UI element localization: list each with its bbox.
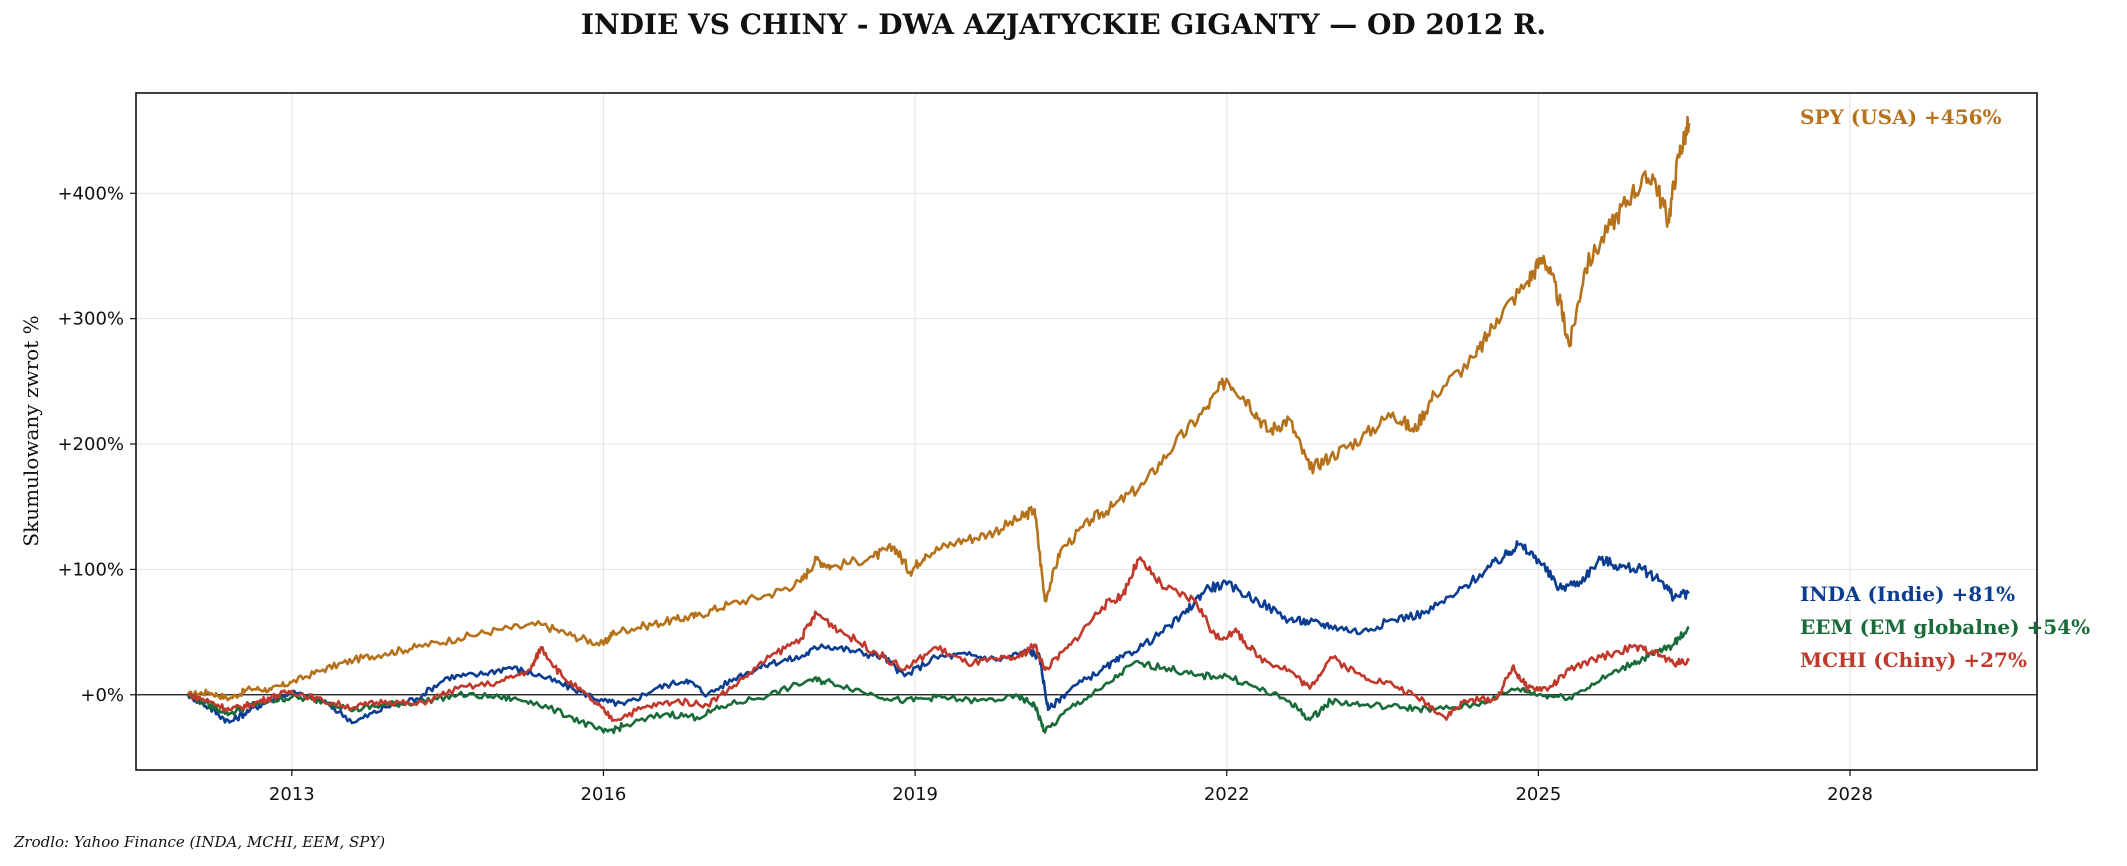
y-tick-label: +100%	[57, 559, 124, 580]
x-tick-label: 2013	[269, 784, 315, 805]
series-line-inda	[186, 540, 1690, 725]
x-tick-label: 2022	[1204, 784, 1250, 805]
chart-title: INDIE VS CHINY - DWA AZJATYCKIE GIGANTY …	[580, 8, 1547, 41]
series-line-spy	[186, 115, 1691, 702]
series-end-label: EEM (EM globalne) +54%	[1800, 615, 2090, 639]
y-tick-label: +200%	[57, 434, 124, 455]
end-labels-layer: SPY (USA) +456% INDA (Indie) +81% EEM (EM …	[1800, 105, 2090, 672]
y-axis-label: Skumulowany zwrot %	[19, 315, 43, 546]
grid-layer	[136, 93, 2037, 770]
x-tick-label: 2025	[1515, 784, 1561, 805]
x-tick-label: 2016	[581, 784, 627, 805]
ticks-layer: 2013 2016 2019 2022 2025 2028 +0% +100% +200% +30…	[57, 183, 1872, 805]
series-end-label: INDA (Indie) +81%	[1800, 582, 2015, 606]
series-line-mchi	[187, 556, 1691, 723]
series-end-label: SPY (USA) +456%	[1800, 105, 2002, 129]
y-tick-label: +300%	[57, 309, 124, 330]
series-layer	[186, 115, 1691, 735]
y-tick-label: +0%	[80, 685, 124, 706]
x-tick-label: 2028	[1827, 784, 1873, 805]
series-end-label: MCHI (Chiny) +27%	[1800, 648, 2027, 672]
x-tick-label: 2019	[892, 784, 938, 805]
source-note: Zrodlo: Yahoo Finance (INDA, MCHI, EEM, …	[14, 833, 386, 851]
series-line-eem	[186, 625, 1690, 735]
plot-frame	[135, 92, 2038, 771]
y-tick-label: +400%	[57, 183, 124, 204]
